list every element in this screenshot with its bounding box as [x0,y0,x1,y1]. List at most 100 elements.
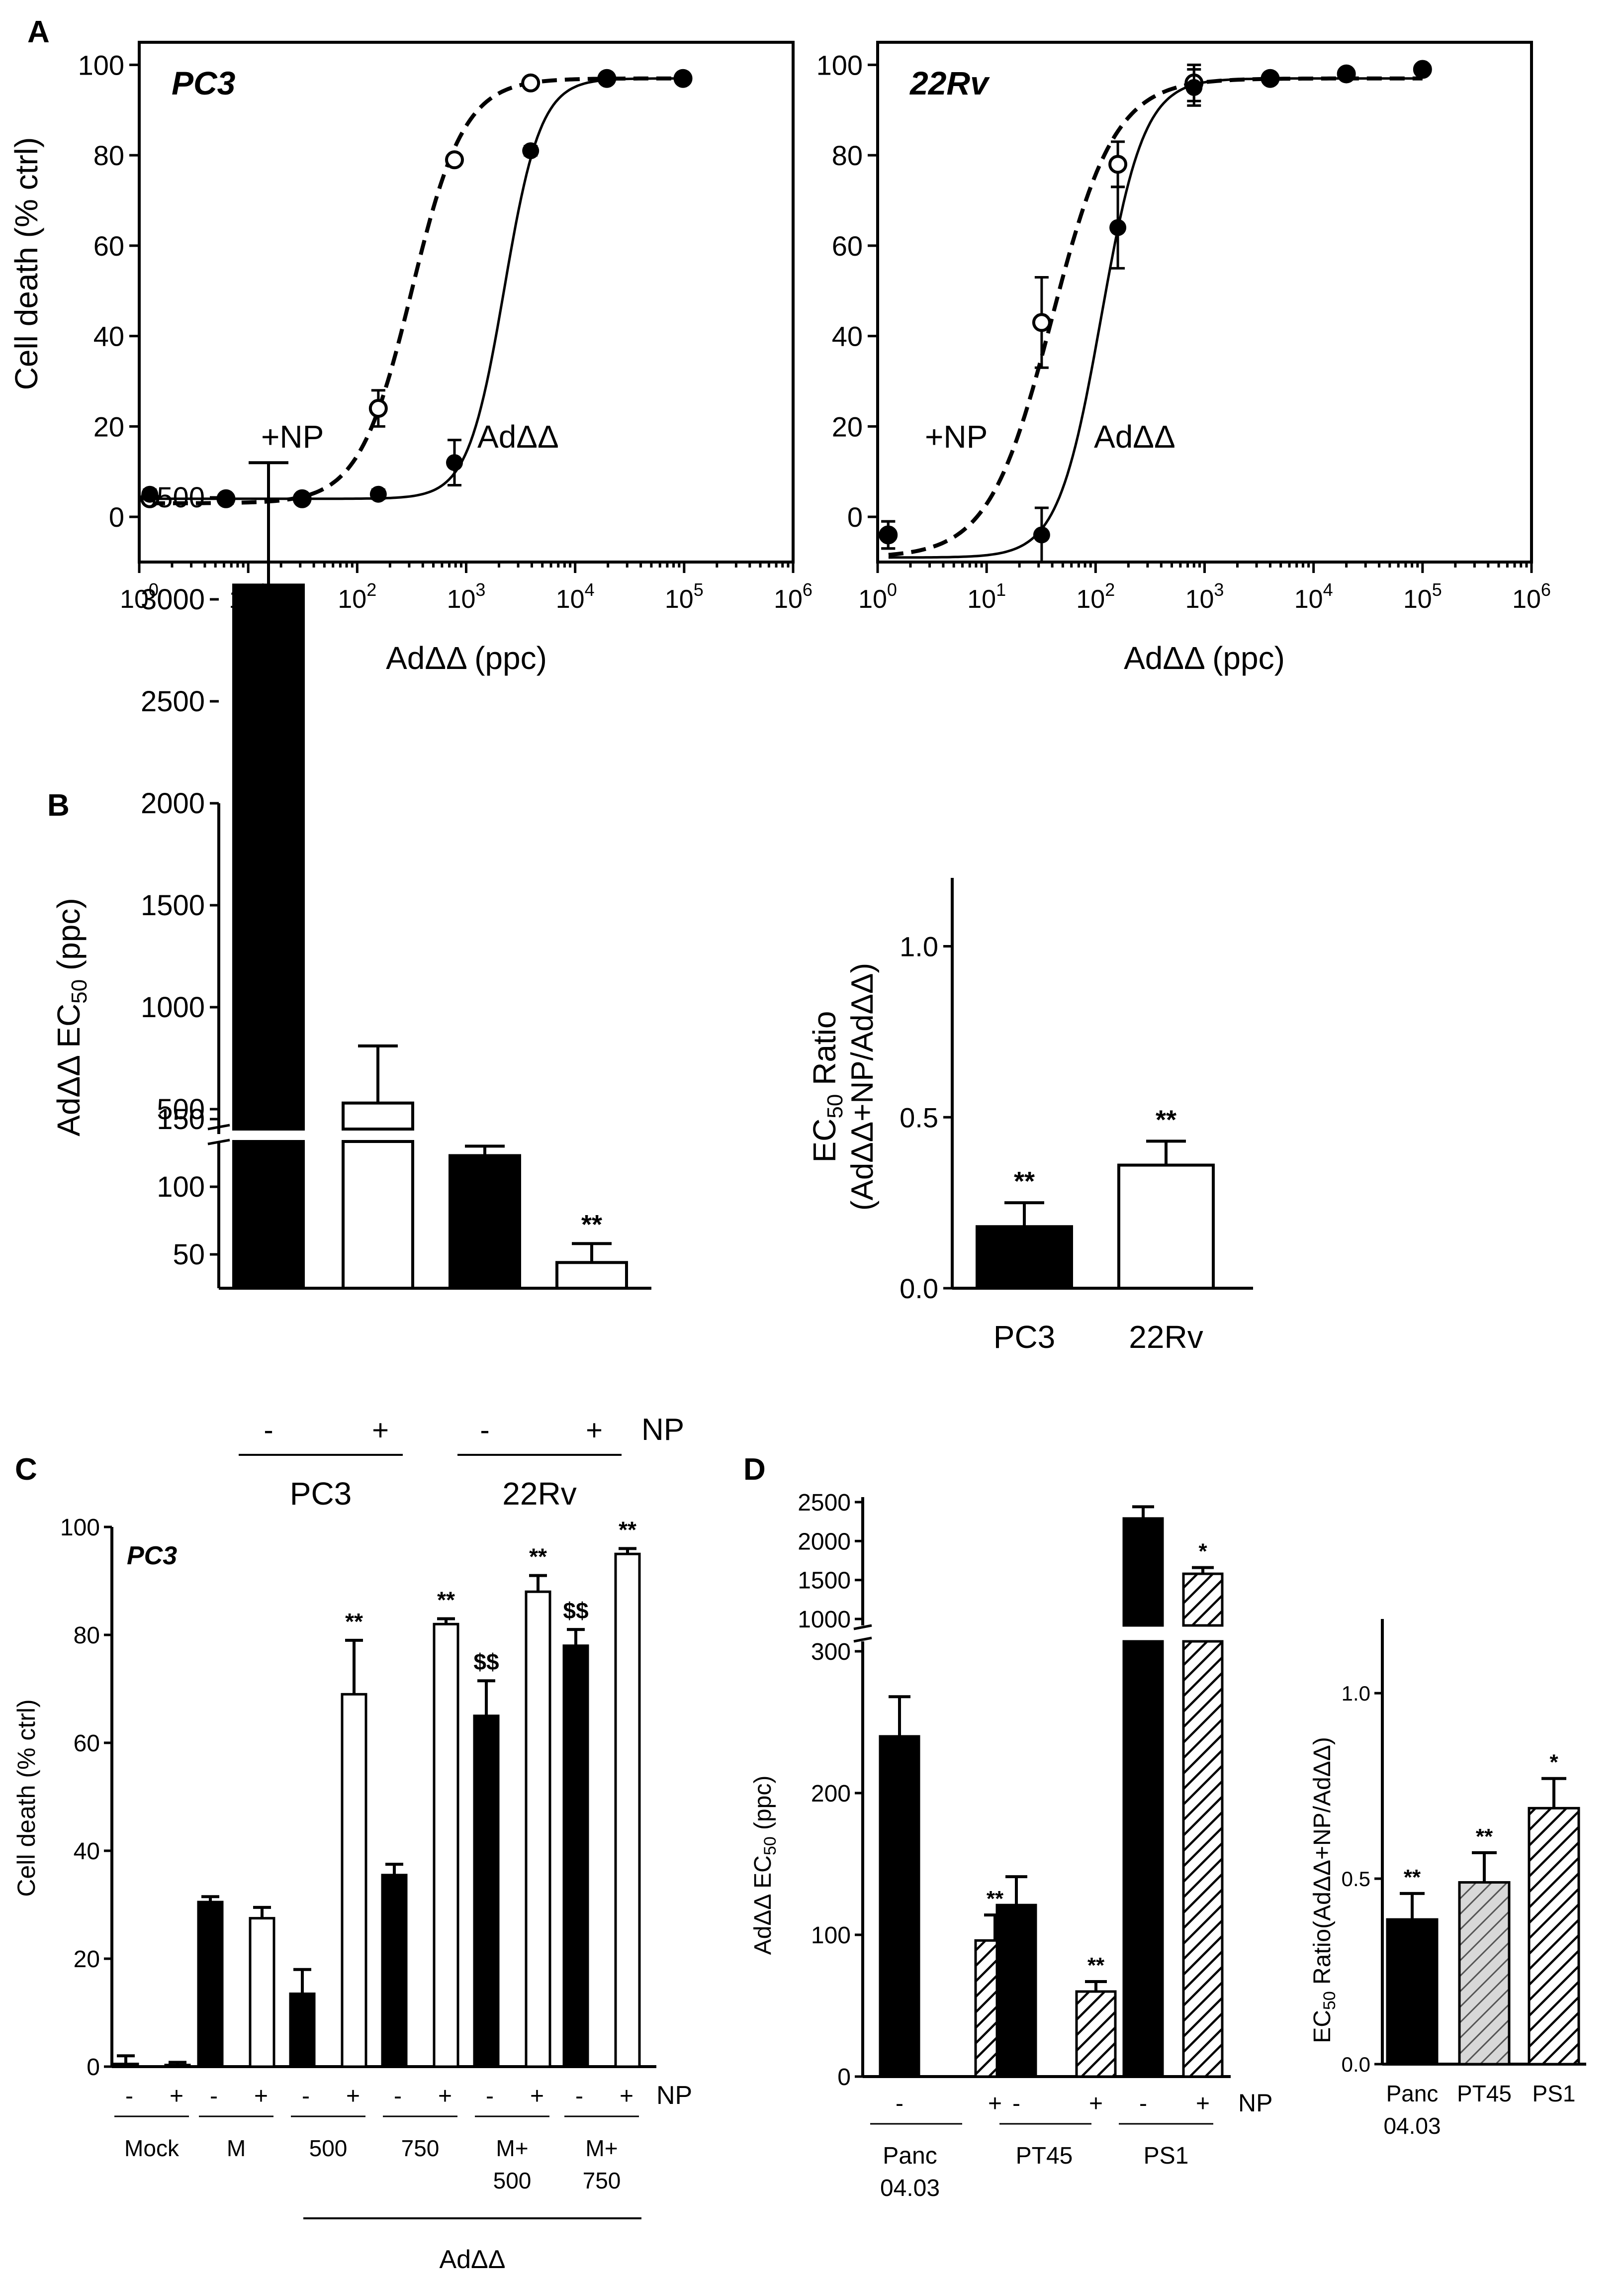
c-plus-label: + [438,2083,452,2109]
c-group-label: 500 [493,2168,532,2193]
significance-mark: ** [1476,1824,1493,1849]
d2-group-label: Panc [1386,2081,1439,2106]
y-tick-label: 100 [811,1922,851,1949]
c-minus-label: - [486,2083,494,2109]
y-tick-label: 150 [157,1103,205,1136]
data-point-ad [369,485,387,503]
bar-plus [525,1590,551,2068]
b1-plus-label: + [586,1414,603,1446]
c-plus-label: + [620,2083,633,2109]
c-minus-label: - [575,2083,583,2109]
b1-y-label-unit: (ppc) [51,898,87,979]
bar-plus [614,1552,641,2068]
significance-mark: ** [1087,1953,1105,1978]
bar [1528,1806,1580,2066]
data-point-np [1032,313,1051,332]
c-x-labels: - + - + - + - + - + - + NP Mock M 500 750 M+ 500 M+ 750 AdΔΔ [114,2081,692,2274]
b2-y-label-l1-main: EC [807,1119,842,1163]
y-tick-label: 0 [837,2064,851,2091]
d1-y-label-sub: 50 [761,1836,780,1855]
panel-letter-c: C [15,1452,37,1487]
fit-curve-ad [888,77,1423,559]
bar-minus [112,2063,139,2068]
c-group-label: 750 [401,2135,440,2161]
y-tick-label: 2000 [141,787,205,820]
bar-upper-segment [342,1101,414,1131]
x-tick-label: 100 [858,579,897,614]
significance-mark: * [1198,1539,1207,1564]
b1-bars: ** [232,461,628,1290]
x-tick-label: 106 [774,579,812,614]
x-tick-label: 103 [447,579,486,614]
d1-plus-label: + [988,2091,1002,2117]
data-point-ad [1338,65,1355,83]
x-tick-label: 100 [120,579,159,614]
y-tick-label: 0.0 [900,1273,938,1304]
c-minus-label: - [302,2083,310,2109]
b1-group-22rv: 22Rv [502,1476,576,1512]
y-tick-label: 1.0 [900,931,938,962]
y-tick-label: 200 [811,1781,851,1807]
c-group-label: M [227,2135,246,2161]
c-plus-label: + [170,2083,183,2109]
x-category-label: PC3 [993,1319,1056,1355]
b1-y-label-main: AdΔΔ EC [51,1004,87,1137]
y-tick-label: 60 [93,230,124,262]
c-group-label: 750 [583,2168,621,2193]
bar [1075,1990,1117,2078]
significance-mark: ** [1156,1105,1176,1135]
y-tick-label: 1500 [141,889,205,922]
y-tick-label: 500 [157,1093,205,1126]
c-group-label: 500 [309,2135,348,2161]
d2-y-axis-label: EC50 Ratio(AdΔΔ+NP/AdΔΔ) [1309,1737,1339,2043]
significance-mark: * [1549,1750,1558,1775]
data-point-ad [1033,526,1050,544]
fit-curve-np [150,76,684,505]
y-tick-label: 20 [93,411,124,442]
bar [1386,1918,1439,2066]
a2-frame [876,41,1533,564]
y-tick-label: 1000 [798,1607,851,1633]
d1-axis-break [853,1636,872,1643]
c-title: PC3 [127,1541,177,1570]
d2-y-label-main: EC [1309,2010,1336,2043]
d1-minus-label: - [1012,2091,1020,2117]
y-tick-label: 50 [173,1238,205,1271]
d2-axis: 0.0 0.5 1.0 [1342,1619,1586,2076]
data-point-np [445,150,464,170]
bar-plus [433,1622,459,2068]
x-tick-label: 102 [1076,579,1115,614]
a2-x-ticks: 100 101 102 103 104 105 106 [858,562,1551,614]
b1-minus-label: - [480,1414,489,1446]
b1-minus-label: - [264,1414,273,1446]
b1-y-label-sub: 50 [67,979,91,1004]
b1-plus-label: + [372,1414,389,1446]
data-point-ad [293,490,311,507]
a2-x-axis-label: AdΔΔ (ppc) [1124,640,1285,676]
d1-y-label-main: AdΔΔ EC [750,1855,776,1955]
fit-curve-ad [150,77,684,500]
data-point-ad [217,490,235,507]
y-tick-label: 40 [832,321,863,352]
fit-curve-np [888,76,1423,557]
a2-data-layer [879,60,1432,564]
c-minus-label: - [125,2083,133,2109]
bar [555,1261,628,1290]
c-plus-label: + [346,2083,360,2109]
x-tick-label: 105 [665,579,704,614]
y-tick-label: 100 [60,1515,100,1541]
data-point-ad [674,70,692,87]
panel-letter-d: D [743,1452,766,1487]
data-point-ad [1262,70,1279,87]
data-point-ad [522,142,540,160]
y-tick-label: 2500 [141,685,205,718]
significance-mark: ** [1014,1166,1035,1196]
bar [1117,1163,1215,1290]
y-tick-label: 40 [74,1838,100,1865]
a1-frame [138,41,795,564]
bar-plus [249,1917,275,2068]
